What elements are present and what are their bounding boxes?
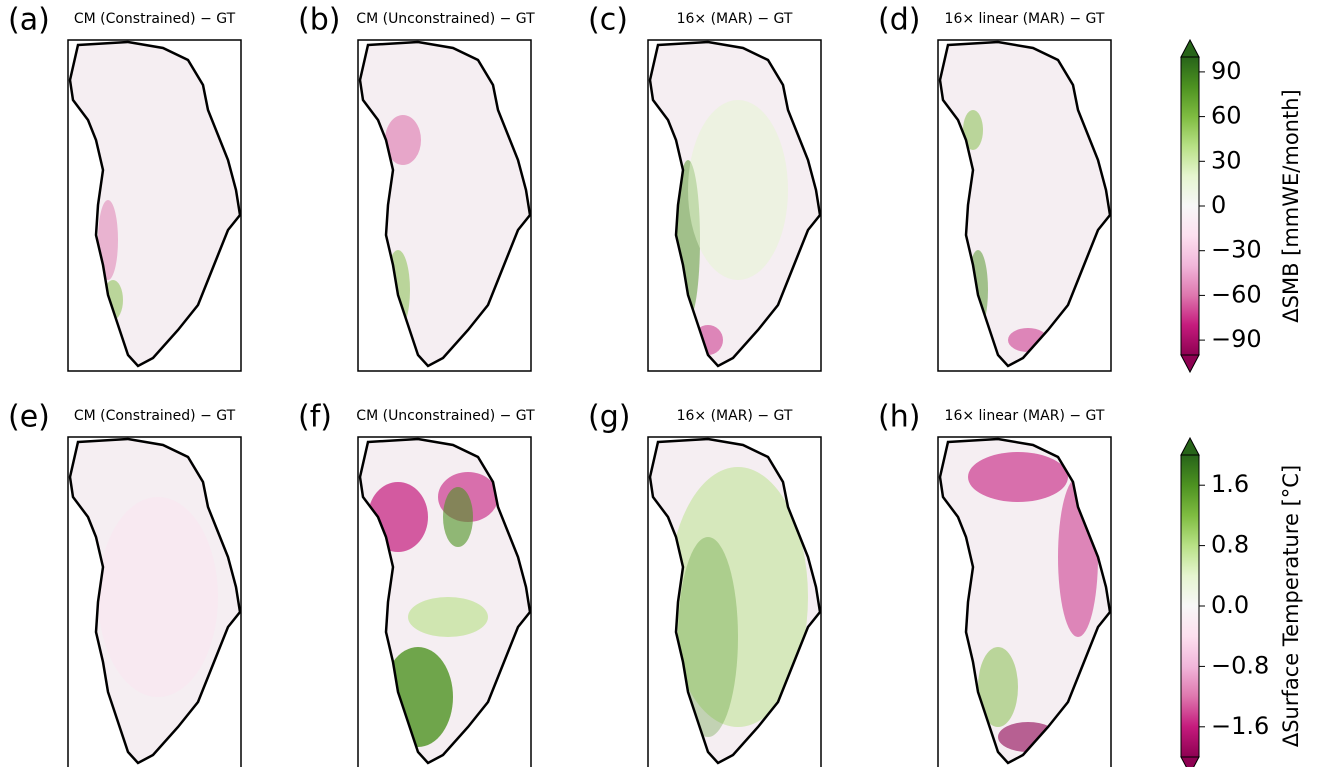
colorbar-tick-label: 0.8	[1211, 531, 1249, 559]
anomaly-blob	[963, 110, 983, 150]
colorbar-extend-min	[1180, 354, 1200, 374]
panel-title: 16× linear (MAR) − GT	[945, 11, 1105, 27]
colorbar-tick-label: 60	[1211, 102, 1242, 130]
panel-title: 16× linear (MAR) − GT	[945, 408, 1105, 424]
panel-label: (a)	[8, 3, 50, 38]
panel-frame	[937, 39, 1112, 372]
colorbar-tick-label: −60	[1211, 280, 1262, 308]
anomaly-blob	[98, 497, 218, 697]
colorbar-extend-min	[1180, 756, 1200, 767]
colorbar-tick-label: 90	[1211, 57, 1242, 85]
colorbar-tick-label: 0	[1211, 191, 1226, 219]
colorbar-tick-label: −0.8	[1211, 651, 1269, 679]
colorbar-tick-label: 30	[1211, 146, 1242, 174]
anomaly-blob	[443, 487, 473, 547]
colorbar-extend-max	[1180, 436, 1200, 456]
colorbar-label: ΔSMB [mmWE/month]	[1279, 89, 1303, 322]
colorbar-extend-max	[1180, 38, 1200, 58]
panel-title: 16× (MAR) − GT	[677, 408, 793, 424]
map	[357, 436, 532, 767]
anomaly-blob	[668, 467, 808, 727]
ice-sheet	[940, 42, 1110, 366]
anomaly-blob	[968, 452, 1068, 502]
panel-frame	[647, 436, 822, 767]
panel-label: (d)	[878, 3, 920, 38]
panel-title: 16× (MAR) − GT	[677, 11, 793, 27]
colorbar-tick-label: −90	[1211, 325, 1262, 353]
colorbar-tick-label: 0.0	[1211, 591, 1249, 619]
map	[67, 436, 242, 767]
ice-sheet	[360, 42, 530, 366]
panel-title: CM (Constrained) − GT	[74, 408, 236, 424]
panel-label: (g)	[588, 400, 630, 435]
panel-frame	[357, 39, 532, 372]
panel-label: (f)	[298, 400, 332, 435]
map	[937, 436, 1112, 767]
colorbar-tick-label: −30	[1211, 236, 1262, 264]
anomaly-blob	[978, 647, 1018, 727]
panel-frame	[67, 436, 242, 767]
map	[647, 39, 822, 372]
panel-frame	[67, 39, 242, 372]
panel-title: CM (Unconstrained) − GT	[356, 11, 535, 27]
colorbar-tick-label: −1.6	[1211, 712, 1269, 740]
panel-title: CM (Unconstrained) − GT	[356, 408, 535, 424]
anomaly-field	[668, 467, 808, 737]
colorbar	[1181, 455, 1199, 757]
anomaly-blob	[385, 115, 421, 165]
colorbar-label: ΔSurface Temperature [°C]	[1279, 465, 1303, 747]
map	[357, 39, 532, 372]
ice-sheet	[70, 42, 240, 366]
anomaly-field	[98, 497, 218, 697]
colorbar-tick-label: 1.6	[1211, 470, 1249, 498]
panel-title: CM (Constrained) − GT	[74, 11, 236, 27]
anomaly-blob	[678, 537, 738, 737]
map	[647, 436, 822, 767]
panel-frame	[647, 39, 822, 372]
panel-frame	[357, 436, 532, 767]
anomaly-blob	[98, 200, 118, 280]
panel-label: (b)	[298, 3, 340, 38]
map	[67, 39, 242, 372]
anomaly-blob	[693, 325, 723, 355]
panel-frame	[937, 436, 1112, 767]
anomaly-blob	[688, 100, 788, 280]
panel-label: (c)	[588, 3, 628, 38]
anomaly-blob	[408, 597, 488, 637]
map	[937, 39, 1112, 372]
panel-label: (e)	[8, 400, 50, 435]
panel-label: (h)	[878, 400, 920, 435]
anomaly-blob	[1008, 328, 1048, 352]
colorbar	[1181, 57, 1199, 355]
